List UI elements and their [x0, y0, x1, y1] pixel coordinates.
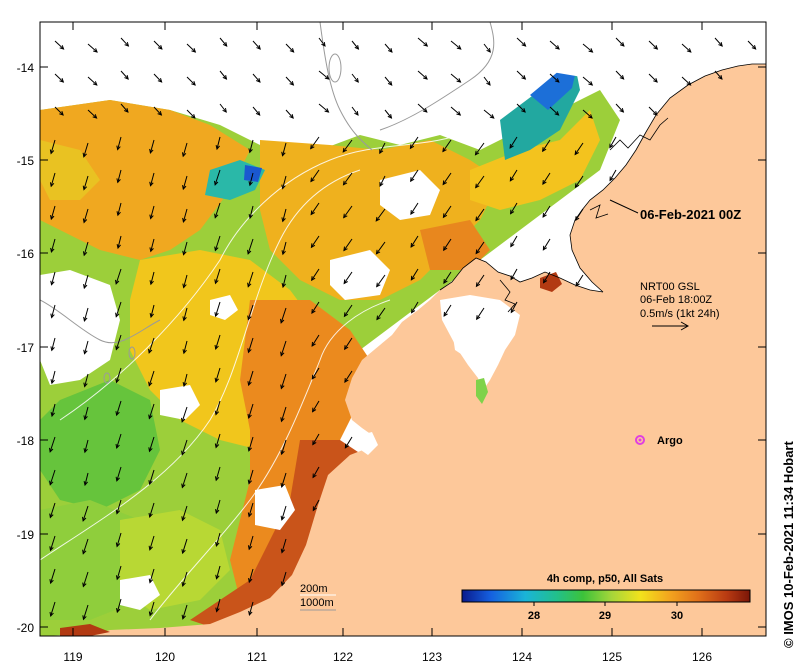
y-tick-label: -19 — [17, 528, 35, 542]
y-tick-label: -17 — [17, 341, 35, 355]
x-tick-label: 121 — [247, 650, 267, 664]
x-tick-label: 119 — [63, 650, 82, 664]
colorbar-tick-label: 28 — [528, 610, 540, 622]
plot-frame — [39, 21, 767, 637]
timestamp-label: 06-Feb-2021 00Z — [640, 207, 741, 222]
x-tick-label: 125 — [602, 650, 622, 664]
y-axis-labels: -14 -15 -16 -17 -18 -19 -20 — [17, 61, 35, 635]
x-tick-label: 120 — [155, 650, 175, 664]
current-legend-source: NRT00 GSL — [640, 281, 700, 293]
y-tick-label: -15 — [17, 154, 35, 168]
colorbar-tick-label: 30 — [671, 610, 683, 622]
x-axis-labels: 119 120 121 122 123 124 125 126 — [63, 650, 712, 664]
current-legend-scale: 0.5m/s (1kt 24h) — [640, 308, 719, 320]
argo-marker-icon — [635, 435, 645, 445]
current-legend-time: 06-Feb 18:00Z — [640, 294, 712, 306]
y-tick-label: -18 — [17, 434, 35, 448]
y-tick-label: -14 — [17, 61, 35, 75]
deep-contours — [40, 22, 495, 384]
argo-label: Argo — [657, 435, 683, 447]
imos-credit: © IMOS 10-Feb-2021 11:34 Hobart — [781, 441, 796, 648]
depth-label-200: 200m — [300, 583, 328, 595]
colorbar-gradient — [461, 589, 751, 603]
x-tick-label: 124 — [512, 650, 532, 664]
colorbar: 4h comp, p50, All Sats 28 29 30 — [461, 573, 751, 622]
current-vectors — [49, 37, 757, 621]
bathymetry-contours — [40, 129, 471, 621]
king-sound-bay — [440, 295, 520, 392]
colorbar-title: 4h comp, p50, All Sats — [547, 573, 663, 585]
timestamp-leader — [609, 199, 639, 214]
colorbar-tick-label: 29 — [599, 610, 611, 622]
x-tick-label: 122 — [333, 650, 353, 664]
land-mass — [90, 22, 766, 636]
x-tick-label: 126 — [692, 650, 712, 664]
x-tick-label: 123 — [422, 650, 442, 664]
depth-key: 200m 1000m — [300, 583, 336, 611]
current-legend: NRT00 GSL 06-Feb 18:00Z 0.5m/s (1kt 24h) — [640, 281, 719, 331]
depth-label-1000: 1000m — [300, 597, 334, 609]
y-tick-label: -16 — [17, 247, 35, 261]
argo-float: Argo — [635, 435, 683, 447]
axis-ticks — [40, 22, 766, 636]
y-tick-label: -20 — [17, 621, 35, 635]
